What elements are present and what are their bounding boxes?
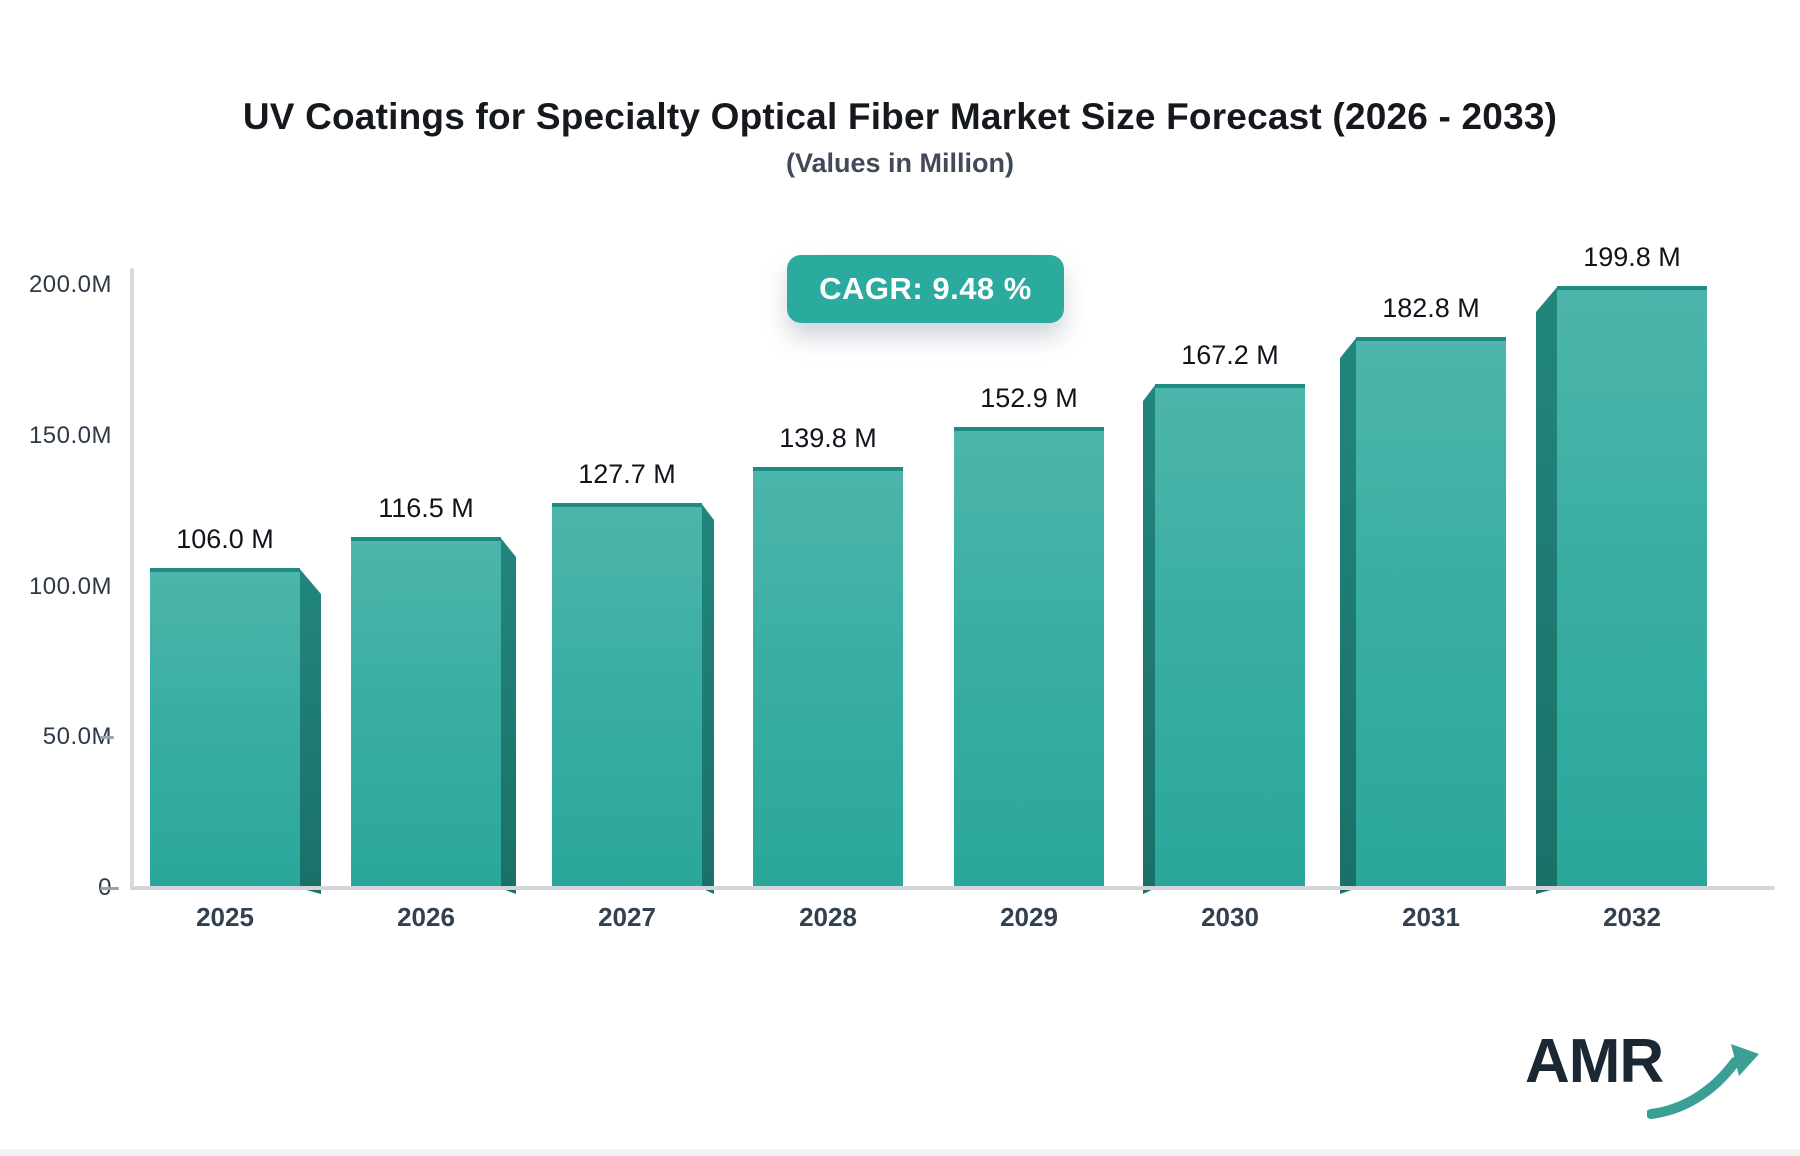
bar-2030 (1143, 384, 1305, 894)
x-axis-line (130, 886, 1775, 890)
bar-value-label: 182.8 M (1382, 293, 1480, 323)
cagr-badge: CAGR: 9.48 % (787, 255, 1064, 323)
bar-value-label: 116.5 M (378, 493, 474, 523)
bar-front-face (1557, 286, 1707, 888)
x-axis-label: 2031 (1402, 902, 1460, 932)
x-axis-label: 2029 (1000, 902, 1058, 932)
bar-2031 (1340, 337, 1506, 894)
y-tick-mark (100, 887, 119, 890)
y-axis-line (130, 268, 134, 890)
y-tick-label: 200.0M (28, 271, 112, 298)
amr-logo-text: AMR (1525, 1027, 1664, 1096)
x-axis-label: 2028 (799, 902, 857, 932)
bar-2032 (1536, 286, 1707, 894)
bar-2026 (351, 537, 516, 894)
y-tick-label: 150.0M (28, 421, 112, 449)
amr-logo: AMR (1525, 1030, 1767, 1122)
bar-3d-side (1340, 337, 1357, 894)
x-axis-label: 2025 (196, 902, 254, 932)
x-axis-label: 2030 (1201, 902, 1259, 932)
y-tick-label: 50.0M (42, 723, 112, 751)
bar-value-label: 167.2 M (1181, 340, 1279, 370)
bar-2029 (954, 427, 1104, 888)
bar-3d-side (299, 568, 321, 894)
chart-title: UV Coatings for Specialty Optical Fiber … (242, 96, 1558, 137)
x-axis-label: 2026 (397, 902, 455, 932)
bar-value-label: 127.7 M (578, 459, 676, 489)
bar-value-label: 199.8 M (1583, 242, 1681, 272)
bar-3d-side (500, 537, 516, 894)
bar-front-face (753, 467, 903, 888)
bar-front-face (954, 427, 1104, 888)
bottom-strip (0, 1149, 1800, 1156)
y-tick-label: 100.0M (28, 572, 112, 600)
bar-2027 (552, 503, 714, 894)
bar-2028 (753, 467, 903, 888)
bar-front-face (351, 537, 501, 888)
y-tick-label: 0 (0, 874, 112, 902)
bar-front-face (1356, 337, 1506, 888)
bar-front-face (150, 568, 300, 888)
x-axis-label: 2032 (1603, 902, 1661, 932)
x-axis-label: 2027 (598, 902, 656, 932)
bar-3d-side (1143, 384, 1156, 894)
bar-value-label: 106.0 M (176, 524, 274, 554)
bar-3d-side (1536, 286, 1558, 894)
chart-subtitle: (Values in Million) (785, 148, 1015, 178)
bar-value-label: 152.9 M (980, 383, 1078, 413)
bar-2025 (150, 568, 321, 894)
bar-front-face (552, 503, 702, 888)
y-tick-mark (100, 736, 114, 740)
bar-value-label: 139.8 M (779, 423, 877, 453)
growth-arrow-icon (1647, 1044, 1760, 1119)
bar-front-face (1155, 384, 1305, 888)
bar-3d-side (701, 503, 714, 894)
